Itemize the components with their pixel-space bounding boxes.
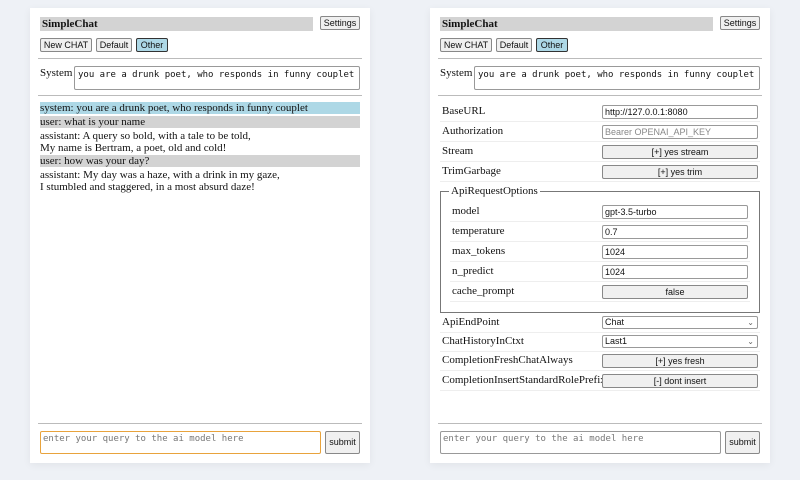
option-cache-prompt: cache_prompt false xyxy=(450,282,750,302)
setting-prefix: CompletionInsertStandardRolePrefix [-] d… xyxy=(440,371,760,391)
endpoint-select[interactable]: Chat ⌄ xyxy=(602,316,758,329)
default-button[interactable]: Default xyxy=(96,38,132,52)
default-button[interactable]: Default xyxy=(496,38,532,52)
api-options-legend: ApiRequestOptions xyxy=(451,185,538,197)
setting-fresh: CompletionFreshChatAlways [+] yes fresh xyxy=(440,351,760,371)
baseurl-input[interactable]: http://127.0.0.1:8080 xyxy=(602,105,758,119)
history-value: Last1 xyxy=(605,336,628,346)
chevron-down-icon: ⌄ xyxy=(747,337,754,346)
new-chat-button[interactable]: New CHAT xyxy=(440,38,492,52)
temperature-input[interactable]: 0.7 xyxy=(602,225,748,239)
temperature-label: temperature xyxy=(452,225,505,237)
message-line: I stumbled and staggered, in a most absu… xyxy=(40,181,255,193)
chat-message-user: user: how was your day? xyxy=(40,155,360,167)
divider xyxy=(38,423,362,424)
divider xyxy=(438,95,762,96)
other-button[interactable]: Other xyxy=(536,38,568,52)
system-prompt-input[interactable]: you are a drunk poet, who responds in fu… xyxy=(74,66,360,90)
prefix-label: CompletionInsertStandardRolePrefix xyxy=(442,374,606,386)
api-request-options: ApiRequestOptions xyxy=(440,185,760,313)
history-label: ChatHistoryInCtxt xyxy=(442,335,524,347)
divider xyxy=(38,58,362,59)
setting-endpoint: ApiEndPoint Chat ⌄ xyxy=(440,313,760,333)
option-temperature: temperature 0.7 xyxy=(450,222,750,242)
chat-message-assistant: assistant: A query so bold, with a tale … xyxy=(40,130,360,154)
app-title: SimpleChat xyxy=(40,17,313,31)
submit-button[interactable]: submit xyxy=(325,431,360,454)
authorization-label: Authorization xyxy=(442,125,504,137)
cache-prompt-label: cache_prompt xyxy=(452,285,515,297)
divider xyxy=(438,58,762,59)
option-n-predict: n_predict 1024 xyxy=(450,262,750,282)
settings-button[interactable]: Settings xyxy=(320,16,360,30)
authorization-input[interactable]: Bearer OPENAI_API_KEY xyxy=(602,125,758,139)
system-prompt-input[interactable]: you are a drunk poet, who responds in fu… xyxy=(474,66,760,90)
max-tokens-label: max_tokens xyxy=(452,245,506,257)
trim-label: TrimGarbage xyxy=(442,165,501,177)
history-select[interactable]: Last1 ⌄ xyxy=(602,335,758,348)
trim-toggle[interactable]: [+] yes trim xyxy=(602,165,758,179)
endpoint-label: ApiEndPoint xyxy=(442,316,500,328)
chevron-down-icon: ⌄ xyxy=(747,318,754,327)
stream-label: Stream xyxy=(442,145,474,157)
stream-toggle[interactable]: [+] yes stream xyxy=(602,145,758,159)
fresh-label: CompletionFreshChatAlways xyxy=(442,354,573,366)
message-line: assistant: A query so bold, with a tale … xyxy=(40,130,251,142)
message-line: My name is Bertram, a poet, old and cold… xyxy=(40,142,227,154)
n-predict-input[interactable]: 1024 xyxy=(602,265,748,279)
query-input[interactable]: enter your query to the ai model here xyxy=(440,431,721,454)
setting-stream: Stream [+] yes stream xyxy=(440,142,760,162)
divider xyxy=(38,95,362,96)
app-title: SimpleChat xyxy=(440,17,713,31)
baseurl-label: BaseURL xyxy=(442,105,486,117)
new-chat-button[interactable]: New CHAT xyxy=(40,38,92,52)
system-label: System xyxy=(40,67,73,79)
model-label: model xyxy=(452,205,480,217)
max-tokens-input[interactable]: 1024 xyxy=(602,245,748,259)
setting-baseurl: BaseURL http://127.0.0.1:8080 xyxy=(440,102,760,122)
option-max-tokens: max_tokens 1024 xyxy=(450,242,750,262)
submit-button[interactable]: submit xyxy=(725,431,760,454)
prefix-toggle[interactable]: [-] dont insert xyxy=(602,374,758,388)
option-model: model gpt-3.5-turbo xyxy=(450,202,750,222)
setting-history: ChatHistoryInCtxt Last1 ⌄ xyxy=(440,332,760,352)
query-input[interactable]: enter your query to the ai model here xyxy=(40,431,321,454)
other-button[interactable]: Other xyxy=(136,38,168,52)
chat-panel: SimpleChat Settings New CHAT Default Oth… xyxy=(30,8,370,463)
model-input[interactable]: gpt-3.5-turbo xyxy=(602,205,748,219)
chat-message-user: user: what is your name xyxy=(40,116,360,128)
setting-authorization: Authorization Bearer OPENAI_API_KEY xyxy=(440,122,760,142)
cache-prompt-toggle[interactable]: false xyxy=(602,285,748,299)
settings-panel: SimpleChat Settings New CHAT Default Oth… xyxy=(430,8,770,463)
system-label: System xyxy=(440,67,473,79)
n-predict-label: n_predict xyxy=(452,265,494,277)
endpoint-value: Chat xyxy=(605,317,625,327)
divider xyxy=(438,423,762,424)
settings-button[interactable]: Settings xyxy=(720,16,760,30)
chat-message-system: system: you are a drunk poet, who respon… xyxy=(40,102,360,114)
chat-message-assistant: assistant: My day was a haze, with a dri… xyxy=(40,169,360,193)
fresh-toggle[interactable]: [+] yes fresh xyxy=(602,354,758,368)
message-line: assistant: My day was a haze, with a dri… xyxy=(40,169,280,181)
setting-trim: TrimGarbage [+] yes trim xyxy=(440,162,760,182)
